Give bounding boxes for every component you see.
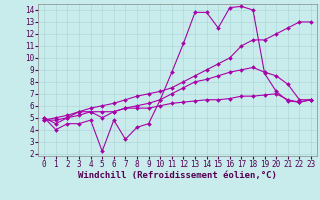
X-axis label: Windchill (Refroidissement éolien,°C): Windchill (Refroidissement éolien,°C) — [78, 171, 277, 180]
